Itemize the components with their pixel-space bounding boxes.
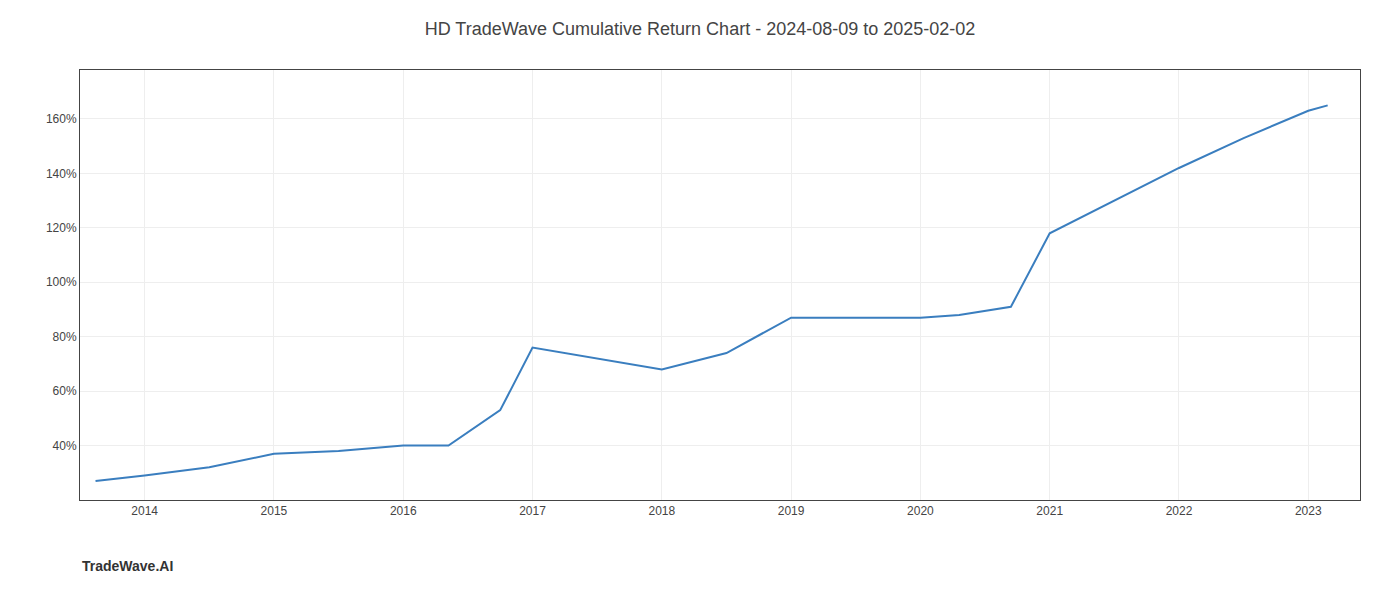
- svg-text:2014: 2014: [131, 504, 158, 518]
- svg-text:TradeWave.AI: TradeWave.AI: [82, 558, 173, 574]
- svg-text:2021: 2021: [1036, 504, 1063, 518]
- svg-text:80%: 80%: [53, 330, 77, 344]
- svg-text:2020: 2020: [907, 504, 934, 518]
- svg-text:2023: 2023: [1295, 504, 1322, 518]
- svg-text:2022: 2022: [1166, 504, 1193, 518]
- svg-text:2018: 2018: [648, 504, 675, 518]
- svg-text:160%: 160%: [46, 112, 77, 126]
- svg-text:140%: 140%: [46, 167, 77, 181]
- svg-text:2019: 2019: [778, 504, 805, 518]
- svg-text:HD TradeWave Cumulative Return: HD TradeWave Cumulative Return Chart - 2…: [425, 19, 976, 39]
- svg-text:2017: 2017: [519, 504, 546, 518]
- svg-text:60%: 60%: [53, 384, 77, 398]
- svg-text:2015: 2015: [261, 504, 288, 518]
- svg-text:100%: 100%: [46, 275, 77, 289]
- svg-text:120%: 120%: [46, 221, 77, 235]
- svg-text:2016: 2016: [390, 504, 417, 518]
- svg-text:40%: 40%: [53, 439, 77, 453]
